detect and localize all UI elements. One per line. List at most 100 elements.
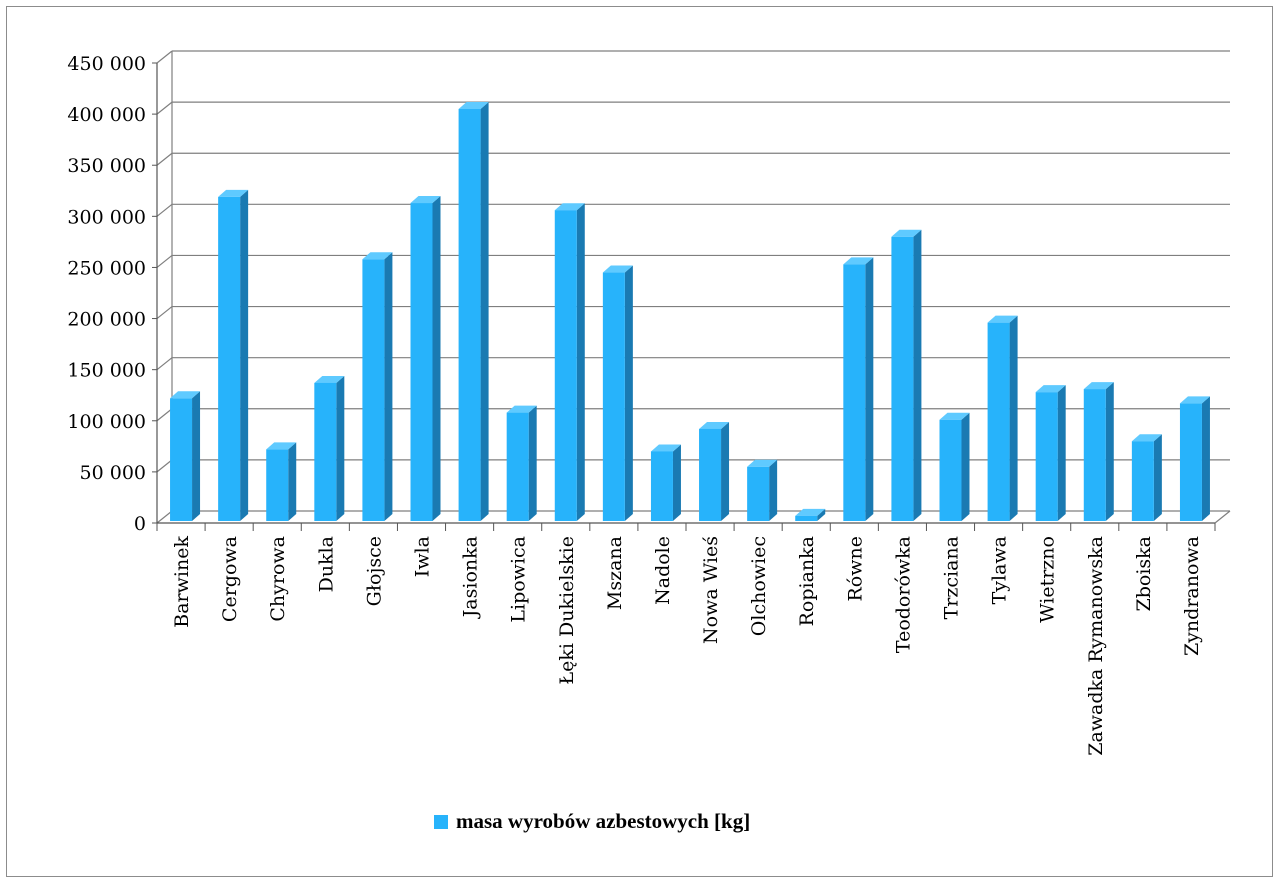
bar-side [1153, 434, 1162, 521]
bar-top [362, 252, 393, 260]
bar-top [1035, 385, 1066, 393]
bar [554, 210, 577, 521]
y-tick-label: 450 000 [67, 53, 146, 75]
gridline-diag [156, 357, 173, 371]
y-tick-label: 0 [134, 513, 146, 535]
bar-side [624, 265, 633, 521]
gridline-diag [156, 101, 173, 115]
bar-side [961, 412, 970, 521]
bar [458, 109, 481, 521]
bar-top [266, 442, 297, 450]
x-tick-label: Łęki Dukielskie [556, 536, 578, 685]
gridline-diag [156, 203, 173, 217]
bar [891, 236, 914, 521]
bar-top [554, 203, 585, 211]
bar-side [1057, 385, 1066, 521]
bar-side [769, 459, 778, 521]
bar-side [721, 421, 730, 521]
x-tick-label: Barwinek [171, 536, 193, 628]
bar-side [1201, 396, 1210, 521]
bar [602, 272, 625, 521]
y-tick-label: 350 000 [67, 155, 146, 177]
bar-side [288, 442, 297, 521]
bar-top [170, 391, 201, 399]
bar [362, 259, 385, 521]
bar-top [410, 196, 441, 204]
bar-side [192, 391, 201, 521]
bar-top [314, 375, 345, 383]
x-tick-label: Nowa Wieś [700, 536, 722, 644]
x-tick-label: Trzciana [941, 536, 963, 619]
gridline-diag [156, 254, 173, 268]
x-tick-label: Zawadka Rymanowska [1085, 536, 1107, 756]
x-tick-label: Teodorówka [892, 536, 914, 653]
bar-side [336, 375, 345, 521]
gridline-diag [156, 408, 173, 422]
x-tick-label: Cergowa [219, 536, 241, 622]
bar [1035, 392, 1058, 521]
bar-top [699, 421, 730, 429]
bar-top [506, 405, 537, 413]
bar [699, 428, 722, 521]
x-tick-label: Zboiska [1133, 536, 1155, 611]
bar-top [602, 265, 633, 273]
bar [218, 196, 241, 521]
bar-top [458, 102, 489, 109]
bar-top [891, 229, 922, 237]
bar-top [795, 508, 826, 516]
bar [650, 451, 673, 521]
x-tick-label: Iwla [412, 536, 434, 577]
bar-top [987, 315, 1018, 323]
y-tick-label: 50 000 [80, 462, 146, 484]
bar-side [240, 189, 249, 521]
bar-top [1179, 396, 1210, 404]
bar-top [747, 459, 778, 467]
y-tick-label: 100 000 [67, 411, 146, 433]
bar-side [1105, 382, 1114, 521]
gridline-diag [156, 459, 173, 473]
y-tick-label: 200 000 [67, 309, 146, 331]
bar-side [817, 508, 826, 521]
legend: masa wyrobów azbestowych [kg] [434, 809, 750, 834]
y-tick-label: 400 000 [67, 104, 146, 126]
bar [506, 412, 529, 521]
y-tick-label: 150 000 [67, 360, 146, 382]
bar-side [480, 102, 489, 521]
bar [795, 515, 818, 521]
bar-top [218, 189, 249, 197]
bar-side [1009, 315, 1018, 521]
bar [1131, 441, 1154, 521]
bar [266, 449, 289, 521]
bar [410, 203, 433, 522]
y-tick-label: 250 000 [67, 257, 146, 279]
bar-side [576, 203, 585, 521]
bar-side [432, 196, 441, 522]
bar-side [913, 229, 922, 521]
x-tick-label: Wietrzno [1037, 536, 1059, 623]
bar [1083, 389, 1106, 521]
bar-side [865, 257, 874, 521]
x-tick-label: Zyndranowa [1181, 536, 1203, 656]
bar-top [939, 412, 970, 420]
x-tick-label: Lipowica [508, 536, 530, 623]
bar [747, 466, 770, 521]
x-tick-label: Głojsce [363, 536, 385, 606]
x-tick-label: Równe [844, 536, 866, 602]
x-tick-label: Mszana [604, 536, 626, 610]
bar [314, 382, 337, 521]
gridline-diag [156, 152, 173, 166]
bar-top [1083, 382, 1114, 390]
x-tick-label: Jasionka [460, 536, 482, 619]
bar-side [528, 405, 537, 521]
bar-top [843, 257, 874, 265]
x-tick-label: Dukla [315, 536, 337, 592]
floor-right-edge [1214, 510, 1231, 524]
x-tick-label: Ropianka [796, 536, 818, 626]
bar-side [672, 444, 681, 521]
gridline-diag [156, 50, 173, 64]
legend-label: masa wyrobów azbestowych [kg] [456, 809, 751, 833]
x-tick-label: Olchowiec [748, 536, 770, 636]
gridline-diag [156, 510, 173, 524]
bar-top [1131, 434, 1162, 442]
